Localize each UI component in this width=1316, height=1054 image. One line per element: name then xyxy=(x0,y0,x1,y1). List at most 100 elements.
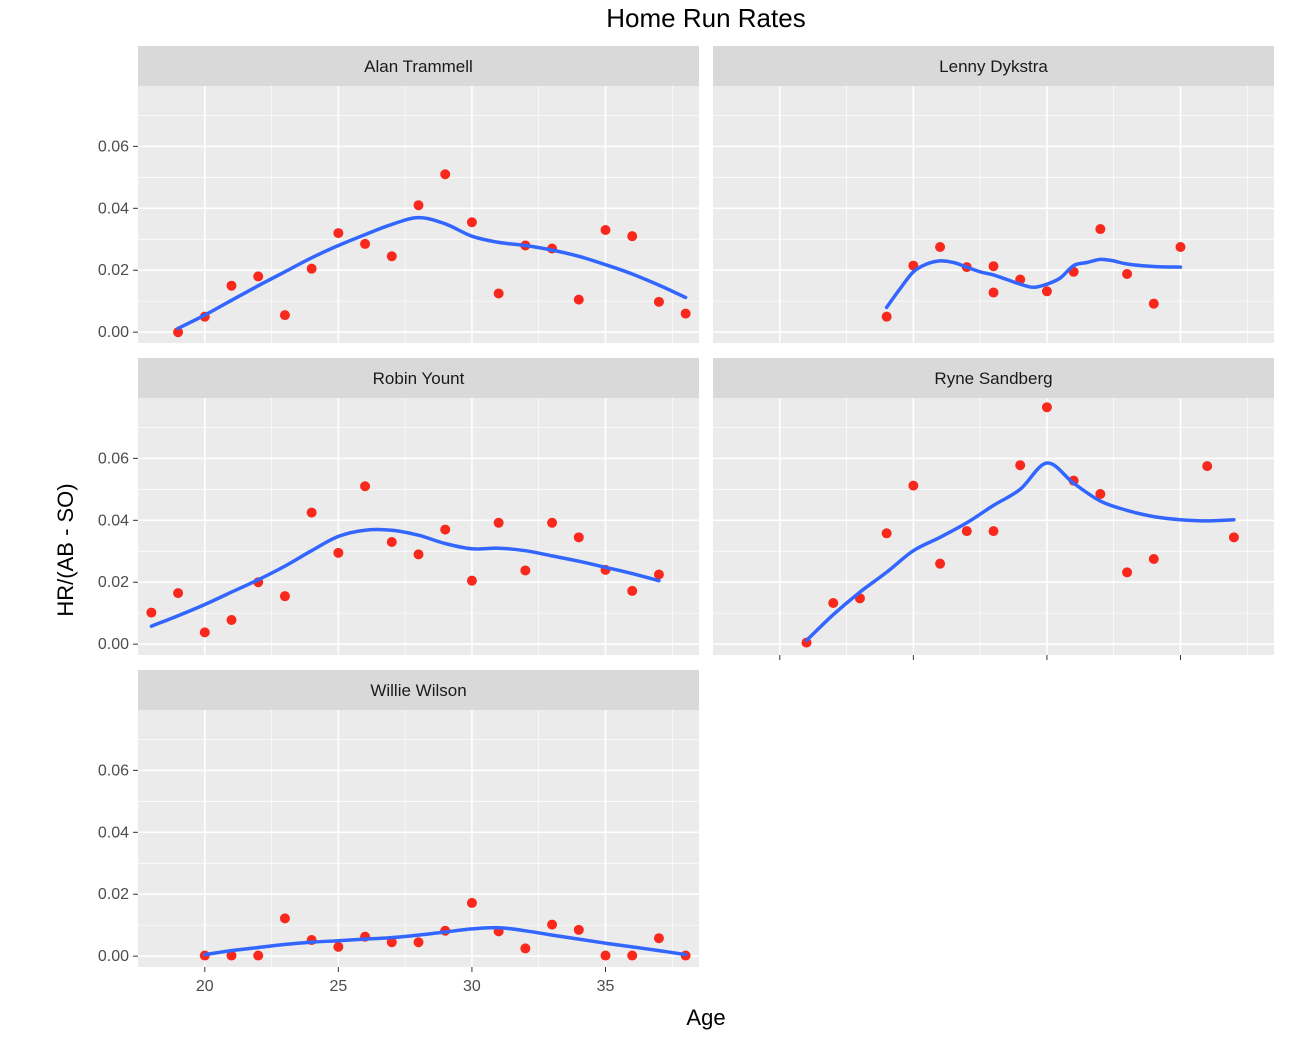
y-tick-label: 0.06 xyxy=(98,450,129,467)
data-point xyxy=(1148,298,1159,309)
smooth-line xyxy=(149,527,661,628)
data-point xyxy=(520,565,531,576)
data-point xyxy=(413,200,424,211)
y-tick-label: 0.06 xyxy=(98,138,129,155)
facet-robin-yount: Robin Yount 0.00 0.02 0.04 0.06 xyxy=(98,358,699,655)
smooth-line xyxy=(203,925,688,957)
y-tick-label: 0.04 xyxy=(98,200,129,217)
data-point xyxy=(1041,286,1052,297)
data-point xyxy=(908,480,919,491)
strip-label: Ryne Sandberg xyxy=(934,369,1052,388)
y-tick-label: 0.00 xyxy=(98,324,129,341)
data-point xyxy=(333,228,344,239)
panel-background xyxy=(138,710,699,967)
data-point xyxy=(1148,554,1159,565)
data-point xyxy=(493,517,504,528)
data-point xyxy=(881,528,892,539)
data-point xyxy=(988,261,999,272)
y-tick-label: 0.00 xyxy=(98,948,129,965)
data-point xyxy=(146,607,157,618)
facet-willie-wilson: Willie Wilson 0.00 0.02 0.04 0.06 20 25 30 35 xyxy=(98,670,699,995)
data-point xyxy=(680,308,691,319)
strip-background xyxy=(138,358,699,398)
strip-background xyxy=(713,358,1274,398)
data-point xyxy=(935,558,946,569)
data-point xyxy=(466,897,477,908)
x-tick-label: 35 xyxy=(597,978,615,995)
y-tick-label: 0.02 xyxy=(98,574,129,591)
data-point xyxy=(828,597,839,608)
data-point xyxy=(279,310,290,321)
data-point xyxy=(173,588,184,599)
data-point xyxy=(573,924,584,935)
data-point xyxy=(253,271,264,282)
data-point xyxy=(1095,224,1106,235)
data-point xyxy=(573,532,584,543)
data-point xyxy=(1175,242,1186,253)
strip-background xyxy=(713,46,1274,86)
facet-ryne-sandberg: Ryne Sandberg xyxy=(713,358,1274,660)
data-point xyxy=(333,941,344,952)
data-point xyxy=(253,950,264,961)
data-point xyxy=(413,937,424,948)
data-point xyxy=(279,591,290,602)
y-tick-label: 0.02 xyxy=(98,262,129,279)
data-point xyxy=(547,517,558,528)
x-tick-label: 25 xyxy=(329,978,347,995)
data-point xyxy=(360,481,371,492)
x-tick-label: 30 xyxy=(463,978,481,995)
data-point xyxy=(1015,460,1026,471)
data-point xyxy=(573,294,584,305)
data-point xyxy=(627,950,638,961)
data-point xyxy=(1122,567,1133,578)
smooth-line xyxy=(176,215,688,331)
data-point xyxy=(1202,461,1213,472)
facet-panels: Alan Trammell 0.00 0.02 0.04 0.06 Lenny Dykst… xyxy=(98,46,1274,995)
chart-title: Home Run Rates xyxy=(606,3,805,33)
strip-label: Robin Yount xyxy=(373,369,465,388)
y-tick-label: 0.06 xyxy=(98,762,129,779)
data-point xyxy=(199,627,210,638)
y-axis-title: HR/(AB - SO) xyxy=(53,483,78,616)
data-point xyxy=(226,950,237,961)
data-point xyxy=(1095,488,1106,499)
panel-background xyxy=(138,398,699,655)
data-point xyxy=(360,238,371,249)
data-point xyxy=(466,217,477,228)
facet-alan-trammell: Alan Trammell 0.00 0.02 0.04 0.06 xyxy=(98,46,699,343)
data-point xyxy=(1228,532,1239,543)
data-point xyxy=(413,549,424,560)
x-tick-label: 20 xyxy=(196,978,214,995)
data-point xyxy=(279,913,290,924)
data-point xyxy=(386,536,397,547)
facet-lenny-dykstra: Lenny Dykstra xyxy=(713,46,1274,343)
panel-background xyxy=(713,86,1274,343)
data-point xyxy=(520,943,531,954)
data-point xyxy=(306,507,317,518)
data-point xyxy=(600,950,611,961)
strip-label: Lenny Dykstra xyxy=(939,57,1048,76)
data-point xyxy=(1122,268,1133,279)
data-point xyxy=(306,263,317,274)
data-point xyxy=(547,919,558,930)
data-point xyxy=(226,280,237,291)
smooth-line xyxy=(804,461,1236,643)
strip-background xyxy=(138,670,699,710)
data-point xyxy=(961,526,972,537)
y-tick-label: 0.04 xyxy=(98,824,129,841)
data-point xyxy=(466,575,477,586)
data-point xyxy=(627,585,638,596)
data-point xyxy=(988,526,999,537)
data-point xyxy=(386,937,397,948)
y-tick-label: 0.02 xyxy=(98,886,129,903)
y-tick-label: 0.04 xyxy=(98,512,129,529)
strip-label: Alan Trammell xyxy=(364,57,473,76)
data-point xyxy=(173,327,184,338)
strip-background xyxy=(138,46,699,86)
x-axis-title: Age xyxy=(686,1005,725,1030)
data-point xyxy=(935,242,946,253)
strip-label: Willie Wilson xyxy=(370,681,466,700)
data-point xyxy=(653,933,664,944)
data-point xyxy=(493,288,504,299)
